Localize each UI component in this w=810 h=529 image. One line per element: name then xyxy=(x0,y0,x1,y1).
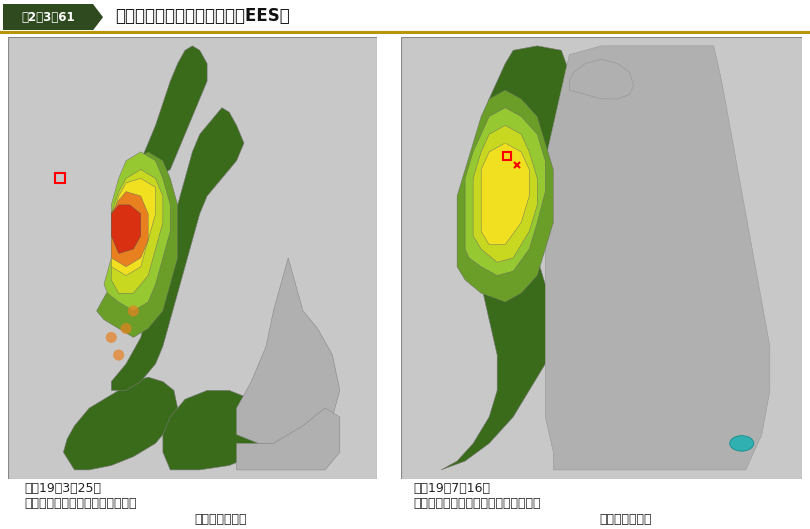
Polygon shape xyxy=(481,143,529,244)
Polygon shape xyxy=(457,90,553,302)
Polygon shape xyxy=(104,152,170,311)
Polygon shape xyxy=(545,46,769,470)
Polygon shape xyxy=(441,46,569,470)
Text: 地震被害早期評価システム（EES）: 地震被害早期評価システム（EES） xyxy=(115,7,290,25)
Polygon shape xyxy=(93,4,103,30)
Text: 能登半島地震の推計震度分布結果: 能登半島地震の推計震度分布結果 xyxy=(24,497,137,510)
Polygon shape xyxy=(96,152,177,338)
Polygon shape xyxy=(111,108,244,390)
Polygon shape xyxy=(473,125,537,262)
Ellipse shape xyxy=(128,305,139,316)
FancyBboxPatch shape xyxy=(3,4,93,30)
Polygon shape xyxy=(489,143,514,178)
Ellipse shape xyxy=(106,332,117,343)
Polygon shape xyxy=(163,390,274,470)
Polygon shape xyxy=(569,59,633,99)
Polygon shape xyxy=(237,258,340,443)
Polygon shape xyxy=(111,178,156,276)
Text: 新潟県中越沖地震の推計震度分布結果: 新潟県中越沖地震の推計震度分布結果 xyxy=(413,497,540,510)
Polygon shape xyxy=(111,169,163,293)
Polygon shape xyxy=(237,408,340,470)
Ellipse shape xyxy=(730,436,754,451)
Polygon shape xyxy=(141,46,207,178)
Polygon shape xyxy=(465,108,545,276)
Polygon shape xyxy=(63,377,177,470)
Polygon shape xyxy=(111,191,148,267)
Polygon shape xyxy=(111,205,141,253)
Text: 平成19年7月16日: 平成19年7月16日 xyxy=(413,482,490,496)
Text: 内阀府・気象庁: 内阀府・気象庁 xyxy=(599,513,652,526)
Text: 内阀府・気象庁: 内阀府・気象庁 xyxy=(194,513,247,526)
Ellipse shape xyxy=(113,350,124,361)
Ellipse shape xyxy=(121,323,131,334)
Text: 図2－3－61: 図2－3－61 xyxy=(21,11,75,24)
Text: 平成19年3月25日: 平成19年3月25日 xyxy=(24,482,101,496)
